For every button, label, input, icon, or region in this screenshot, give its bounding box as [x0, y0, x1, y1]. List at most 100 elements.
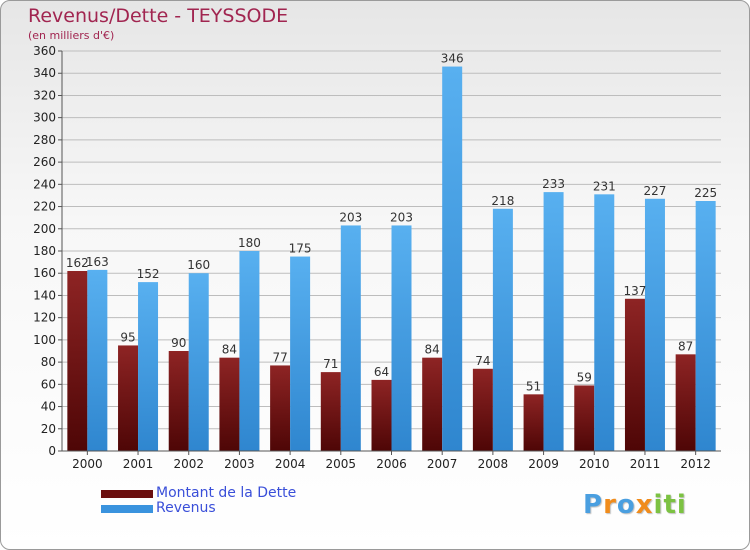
chart-subtitle: (en milliers d'€) [28, 29, 115, 42]
x-tick-label: 2003 [224, 457, 255, 471]
value-label-revenus: 346 [441, 52, 464, 66]
value-label-revenus: 163 [86, 255, 109, 269]
legend-swatch-revenus [101, 505, 153, 513]
bar-dette [574, 385, 595, 451]
bar-revenus [87, 269, 108, 451]
bar-dette [270, 365, 291, 451]
y-tick-label: 220 [33, 200, 56, 214]
value-label-revenus: 233 [542, 177, 565, 191]
y-tick-label: 160 [33, 266, 56, 280]
y-tick-label: 100 [33, 333, 56, 347]
bar-dette [624, 298, 645, 451]
value-label-dette: 162 [66, 256, 89, 270]
y-tick-label: 60 [41, 377, 56, 391]
value-label-dette: 87 [678, 339, 693, 353]
value-label-dette: 59 [577, 370, 592, 384]
logo-letter: o [616, 490, 636, 520]
value-label-revenus: 203 [339, 210, 362, 224]
value-label-dette: 71 [323, 357, 338, 371]
bar-revenus [695, 201, 716, 451]
y-tick-label: 200 [33, 222, 56, 236]
legend-swatch-dette [101, 490, 153, 498]
value-label-dette: 95 [120, 330, 135, 344]
bar-revenus [239, 251, 260, 451]
bar-dette [168, 351, 189, 451]
y-tick-label: 40 [41, 400, 56, 414]
y-tick-label: 320 [33, 88, 56, 102]
x-tick-label: 2012 [680, 457, 711, 471]
x-tick-label: 2008 [478, 457, 509, 471]
bar-dette [371, 379, 392, 451]
y-tick-label: 340 [33, 66, 56, 80]
bar-revenus [492, 208, 513, 451]
bar-dette [422, 357, 443, 451]
value-label-dette: 77 [272, 350, 287, 364]
axis-layer: 0 20 40 60 80 100 120 140 160 180 200 220 240 260 280 3… [33, 44, 721, 471]
y-tick-label: 300 [33, 111, 56, 125]
x-tick-label: 2009 [528, 457, 559, 471]
value-label-revenus: 218 [491, 194, 514, 208]
y-tick-label: 260 [33, 155, 56, 169]
bar-revenus [442, 66, 463, 452]
value-label-dette: 84 [222, 343, 237, 357]
y-tick-label: 20 [41, 422, 56, 436]
chart-title: Revenus/Dette - TEYSSODE [28, 5, 289, 27]
value-label-revenus: 231 [593, 179, 616, 193]
logo-letter: x [635, 490, 654, 520]
bars-layer [67, 66, 716, 452]
y-tick-label: 0 [48, 444, 56, 458]
proxiti-logo: Proxiti [583, 490, 687, 520]
y-tick-label: 120 [33, 311, 56, 325]
logo-letter: r [603, 490, 617, 520]
x-tick-label: 2001 [123, 457, 154, 471]
x-tick-label: 2002 [173, 457, 204, 471]
value-label-dette: 137 [624, 284, 647, 298]
legend-label-revenus: Revenus [156, 500, 216, 516]
bar-revenus [138, 282, 159, 451]
bar-revenus [543, 192, 564, 451]
value-label-revenus: 225 [694, 186, 717, 200]
x-tick-label: 2011 [630, 457, 661, 471]
x-tick-label: 2007 [427, 457, 458, 471]
logo-letter: i [653, 490, 664, 520]
value-label-revenus: 175 [289, 242, 312, 256]
x-tick-label: 2006 [376, 457, 407, 471]
value-label-dette: 51 [526, 379, 541, 393]
y-tick-label: 140 [33, 288, 56, 302]
value-label-dette: 74 [475, 354, 490, 368]
bar-dette [219, 357, 240, 451]
value-label-revenus: 203 [390, 210, 413, 224]
logo-letter: i [676, 490, 687, 520]
bar-revenus [644, 198, 665, 451]
y-tick-label: 240 [33, 177, 56, 191]
x-tick-label: 2010 [579, 457, 610, 471]
bar-dette [675, 354, 696, 451]
value-label-revenus: 227 [644, 184, 667, 198]
y-tick-label: 280 [33, 133, 56, 147]
y-tick-label: 80 [41, 355, 56, 369]
bar-dette [67, 271, 88, 451]
bar-dette [320, 372, 341, 451]
logo-letter: P [583, 490, 604, 520]
bar-dette [118, 345, 139, 451]
logo-letter: t [663, 490, 677, 520]
bar-revenus [290, 256, 311, 451]
bar-revenus [188, 273, 209, 451]
bar-revenus [391, 225, 412, 451]
x-tick-label: 2004 [275, 457, 306, 471]
bar-revenus [340, 225, 361, 451]
legend-label-dette: Montant de la Dette [156, 485, 297, 501]
y-tick-label: 180 [33, 244, 56, 258]
value-label-dette: 64 [374, 365, 389, 379]
bar-revenus [594, 194, 615, 452]
x-tick-label: 2005 [326, 457, 357, 471]
value-label-revenus: 152 [137, 267, 160, 281]
bar-dette [472, 368, 493, 451]
bar-dette [523, 394, 544, 451]
x-tick-label: 2000 [72, 457, 103, 471]
y-tick-label: 360 [33, 44, 56, 58]
value-label-revenus: 160 [187, 258, 210, 272]
